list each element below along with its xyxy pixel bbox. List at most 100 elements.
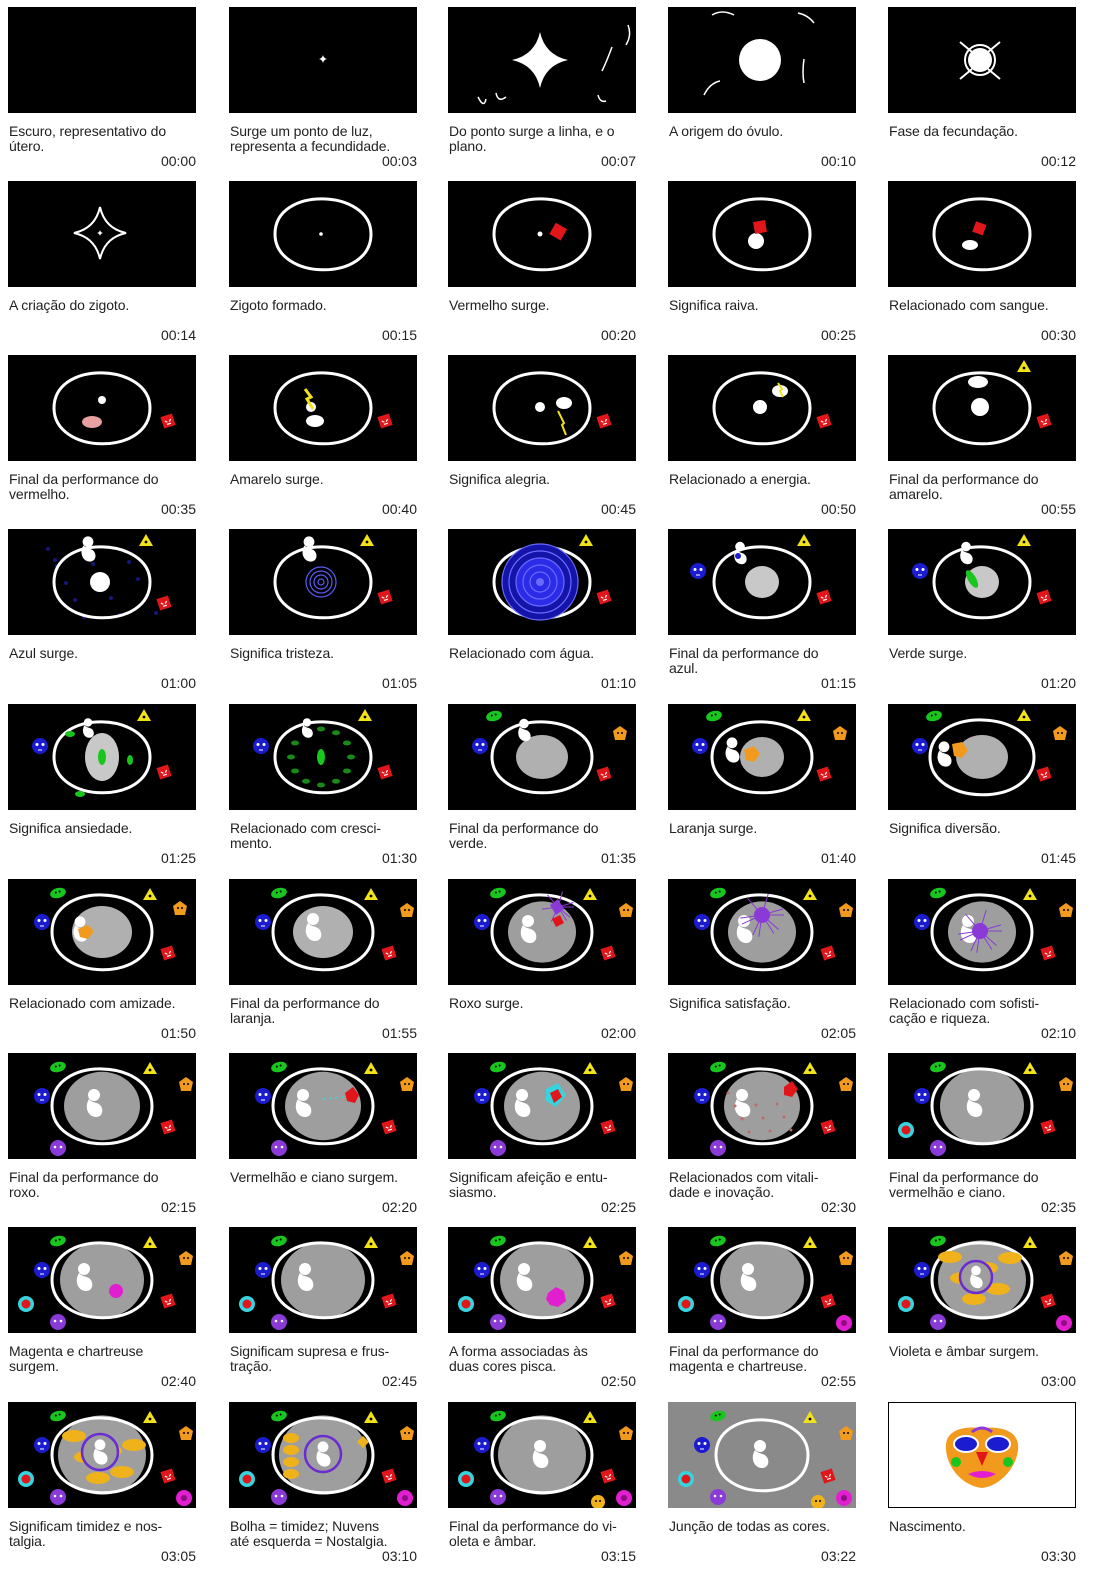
blue-particle xyxy=(53,558,57,562)
embryo-figure xyxy=(966,1089,983,1117)
frame-image xyxy=(888,7,1076,113)
cell-membrane xyxy=(932,197,1032,272)
cell-nucleus xyxy=(293,906,353,958)
purple-ray xyxy=(542,906,559,910)
red-emotion-badge xyxy=(160,1468,176,1484)
purple-ray xyxy=(741,914,763,925)
blue-emotion-face xyxy=(474,914,490,930)
frame-image xyxy=(448,1227,636,1333)
frame-caption: Final da performance do verde. xyxy=(449,820,599,851)
cell-membrane xyxy=(710,720,814,795)
green-emotion-badge xyxy=(490,1410,506,1422)
purple-ray xyxy=(758,914,763,937)
zygote xyxy=(90,572,110,592)
frame-image xyxy=(668,1402,856,1508)
frame-caption: Significa tristeza. xyxy=(230,645,334,661)
frame-timestamp: 01:40 xyxy=(820,850,856,866)
vermilion-shape xyxy=(784,1081,798,1097)
purple-emotion-badge xyxy=(271,1140,287,1156)
red-cyan-emotion-badge xyxy=(239,1296,255,1312)
frame-image xyxy=(8,704,196,810)
frame-timestamp: 01:35 xyxy=(600,850,636,866)
cell-membrane xyxy=(710,893,814,972)
frame-timestamp: 02:10 xyxy=(1040,1025,1076,1041)
cell-membrane xyxy=(930,1241,1034,1320)
green-leaf xyxy=(127,755,133,765)
frame-timestamp: 01:30 xyxy=(381,850,417,866)
red-emotion-badge xyxy=(1036,589,1052,605)
amber-cloud xyxy=(283,1445,299,1455)
storyboard-frame: A criação do zigoto. 00:14 xyxy=(8,181,196,351)
purple-emotion-badge xyxy=(710,1489,726,1505)
storyboard-frame: Significa diversão. 01:45 xyxy=(888,704,1076,874)
amber-cloud xyxy=(962,1293,986,1305)
yellow-emotion-badge xyxy=(143,888,157,900)
storyboard-frame: Final da performance do amarelo. 00:55 xyxy=(888,355,1076,525)
blue-emotion-face xyxy=(34,1088,50,1104)
blue-ripple xyxy=(317,578,325,586)
cell-membrane xyxy=(490,1241,594,1320)
magenta-shape xyxy=(546,1287,566,1307)
red-cyan-emotion-badge xyxy=(458,1471,474,1487)
frame-caption: Final da performance do laranja. xyxy=(230,995,380,1026)
yellow-lightning xyxy=(777,382,784,398)
blue-emotion-face xyxy=(694,1088,710,1104)
purple-emotion-badge xyxy=(710,1140,726,1156)
red-square xyxy=(753,220,767,234)
cell-membrane xyxy=(930,1067,1034,1146)
storyboard-frame: Relacionado com sofisti- cação e riqueza… xyxy=(888,879,1076,1049)
yellow-emotion-badge xyxy=(1023,1062,1037,1074)
orange-emotion-badge xyxy=(839,903,853,917)
frame-timestamp: 01:45 xyxy=(1040,850,1076,866)
blue-ripple xyxy=(309,570,333,594)
zygote-dot xyxy=(753,400,767,414)
magenta-emotion-badge xyxy=(616,1490,632,1506)
embryo-figure xyxy=(316,1441,331,1467)
green-emotion-badge xyxy=(271,887,287,899)
red-emotion-badge xyxy=(377,589,393,605)
frame-timestamp: 00:50 xyxy=(820,501,856,517)
purple-ray xyxy=(979,930,993,950)
frame-caption: Verde surge. xyxy=(889,645,968,661)
green-leaf xyxy=(317,726,325,732)
frame-timestamp: 03:00 xyxy=(1040,1373,1076,1389)
yellow-emotion-badge xyxy=(364,1062,378,1074)
frame-caption: Significam supresa e frus- tração. xyxy=(230,1343,390,1374)
frame-timestamp: 00:07 xyxy=(600,153,636,169)
red-emotion-badge xyxy=(160,1293,176,1309)
red-pentagon xyxy=(552,915,564,927)
amber-cloud xyxy=(998,1252,1022,1264)
frame-caption: Final da performance do magenta e chartr… xyxy=(669,1343,819,1374)
frame-timestamp: 03:30 xyxy=(1040,1548,1076,1564)
frame-timestamp: 00:15 xyxy=(381,327,417,343)
frame-timestamp: 03:05 xyxy=(160,1548,196,1564)
frame-timestamp: 00:45 xyxy=(600,501,636,517)
cell-membrane xyxy=(50,1416,154,1495)
blue-particle xyxy=(64,581,68,585)
yellow-emotion-badge xyxy=(1023,888,1037,900)
frame-timestamp: 02:45 xyxy=(381,1373,417,1389)
green-emotion-badge xyxy=(50,1410,66,1422)
embryo-figure xyxy=(305,913,322,941)
frame-image xyxy=(229,529,417,635)
particle xyxy=(789,1128,793,1132)
frame-timestamp: 01:50 xyxy=(160,1025,196,1041)
red-square xyxy=(972,221,987,236)
yellow-emotion-badge xyxy=(803,1236,817,1248)
cell-body xyxy=(281,1242,365,1318)
red-cyan-emotion-badge xyxy=(898,1296,914,1312)
brain-cell xyxy=(82,416,102,428)
storyboard-frame: Relacionado com amizade. 01:50 xyxy=(8,879,196,1049)
frame-caption: Relacionado com amizade. xyxy=(9,995,176,1011)
green-leaf xyxy=(342,768,351,774)
particle xyxy=(768,1129,772,1133)
purple-ray xyxy=(557,906,568,921)
yellow-emotion-badge xyxy=(797,534,811,546)
frame-timestamp: 02:40 xyxy=(160,1373,196,1389)
light-star xyxy=(512,32,568,88)
green-emotion-badge xyxy=(710,887,726,899)
orange-emotion-badge xyxy=(619,1426,633,1440)
frame-caption: Significa alegria. xyxy=(449,471,550,487)
frame-image xyxy=(448,7,636,113)
